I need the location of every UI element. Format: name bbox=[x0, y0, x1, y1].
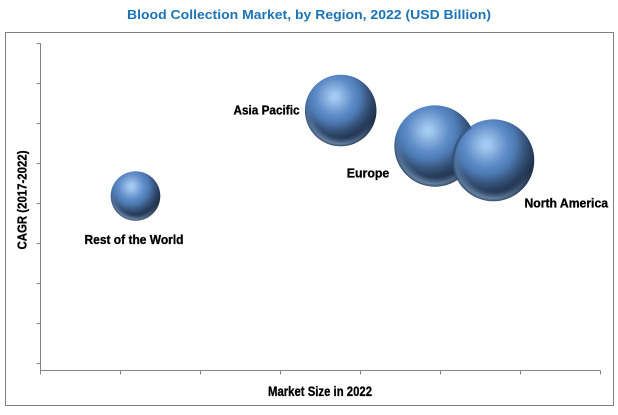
svg-text:North America: North America bbox=[525, 196, 610, 210]
svg-text:Market Size in 2022: Market Size in 2022 bbox=[268, 383, 372, 399]
svg-text:Rest of the World: Rest of the World bbox=[85, 233, 184, 247]
svg-text:CAGR (2017-2022): CAGR (2017-2022) bbox=[16, 151, 30, 250]
svg-text:Asia Pacific: Asia Pacific bbox=[234, 104, 300, 118]
svg-text:Blood Collection Market, by Re: Blood Collection Market, by Region, 2022… bbox=[127, 8, 491, 22]
svg-text:Europe: Europe bbox=[347, 167, 390, 181]
